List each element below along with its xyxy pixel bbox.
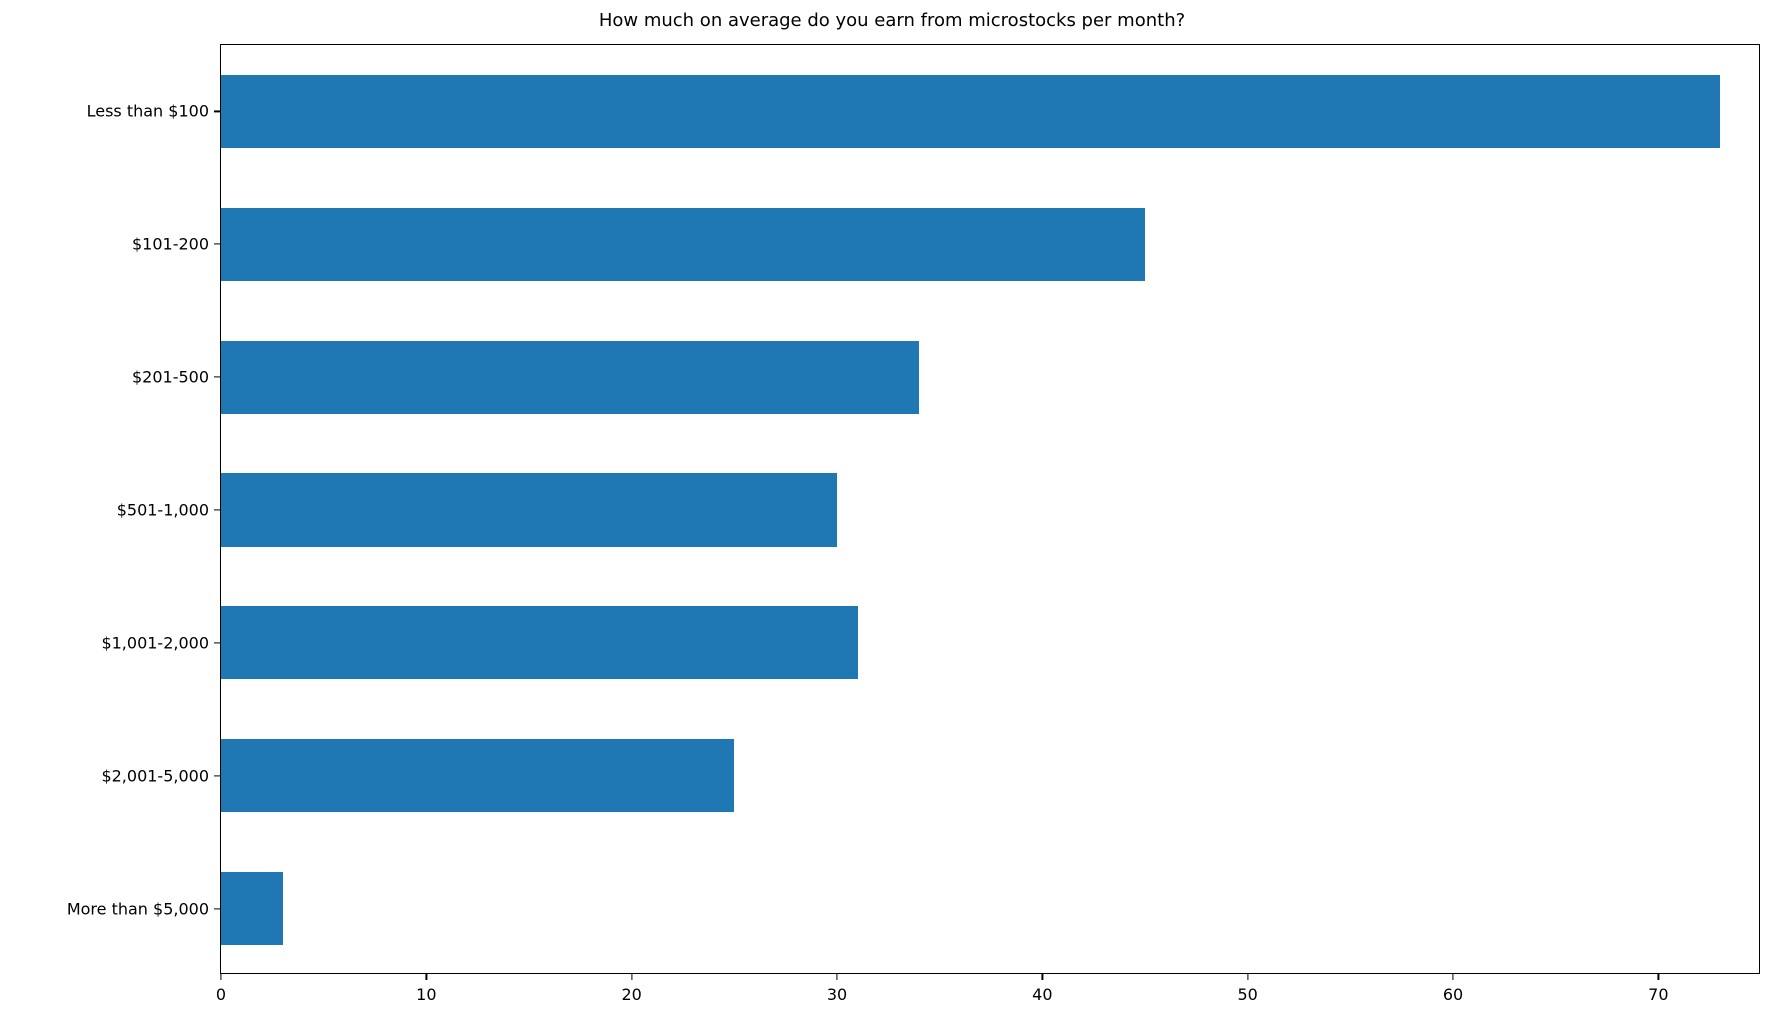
ytick-label: $201-500 — [7, 368, 209, 387]
xtick-mark — [1452, 973, 1453, 980]
bar — [221, 341, 919, 414]
xtick-label: 70 — [1648, 985, 1668, 1004]
ytick-mark — [214, 908, 221, 909]
xtick-label: 50 — [1237, 985, 1257, 1004]
xtick-mark — [1042, 973, 1043, 980]
xtick-mark — [1658, 973, 1659, 980]
ytick-mark — [214, 509, 221, 510]
ytick-mark — [214, 244, 221, 245]
plot-area: Less than $100$101-200$201-500$501-1,000… — [220, 44, 1760, 974]
xtick-mark — [220, 973, 221, 980]
bar — [221, 75, 1720, 148]
chart-title: How much on average do you earn from mic… — [0, 10, 1784, 31]
xtick-label: 10 — [416, 985, 436, 1004]
chart-container: How much on average do you earn from mic… — [0, 0, 1784, 1034]
xtick-mark — [631, 973, 632, 980]
bar — [221, 739, 734, 812]
xtick-label: 60 — [1443, 985, 1463, 1004]
ytick-mark — [214, 377, 221, 378]
xtick-label: 40 — [1032, 985, 1052, 1004]
xtick-mark — [836, 973, 837, 980]
ytick-label: $501-1,000 — [7, 501, 209, 520]
ytick-label: More than $5,000 — [7, 899, 209, 918]
xtick-label: 20 — [621, 985, 641, 1004]
xtick-mark — [426, 973, 427, 980]
bar — [221, 872, 283, 945]
xtick-label: 30 — [827, 985, 847, 1004]
bar — [221, 208, 1145, 281]
ytick-label: $101-200 — [7, 235, 209, 254]
ytick-mark — [214, 111, 221, 112]
ytick-label: $1,001-2,000 — [7, 633, 209, 652]
ytick-label: $2,001-5,000 — [7, 766, 209, 785]
xtick-mark — [1247, 973, 1248, 980]
bar — [221, 473, 837, 546]
ytick-mark — [214, 775, 221, 776]
ytick-label: Less than $100 — [7, 102, 209, 121]
xtick-label: 0 — [216, 985, 226, 1004]
bar — [221, 606, 858, 679]
ytick-mark — [214, 642, 221, 643]
